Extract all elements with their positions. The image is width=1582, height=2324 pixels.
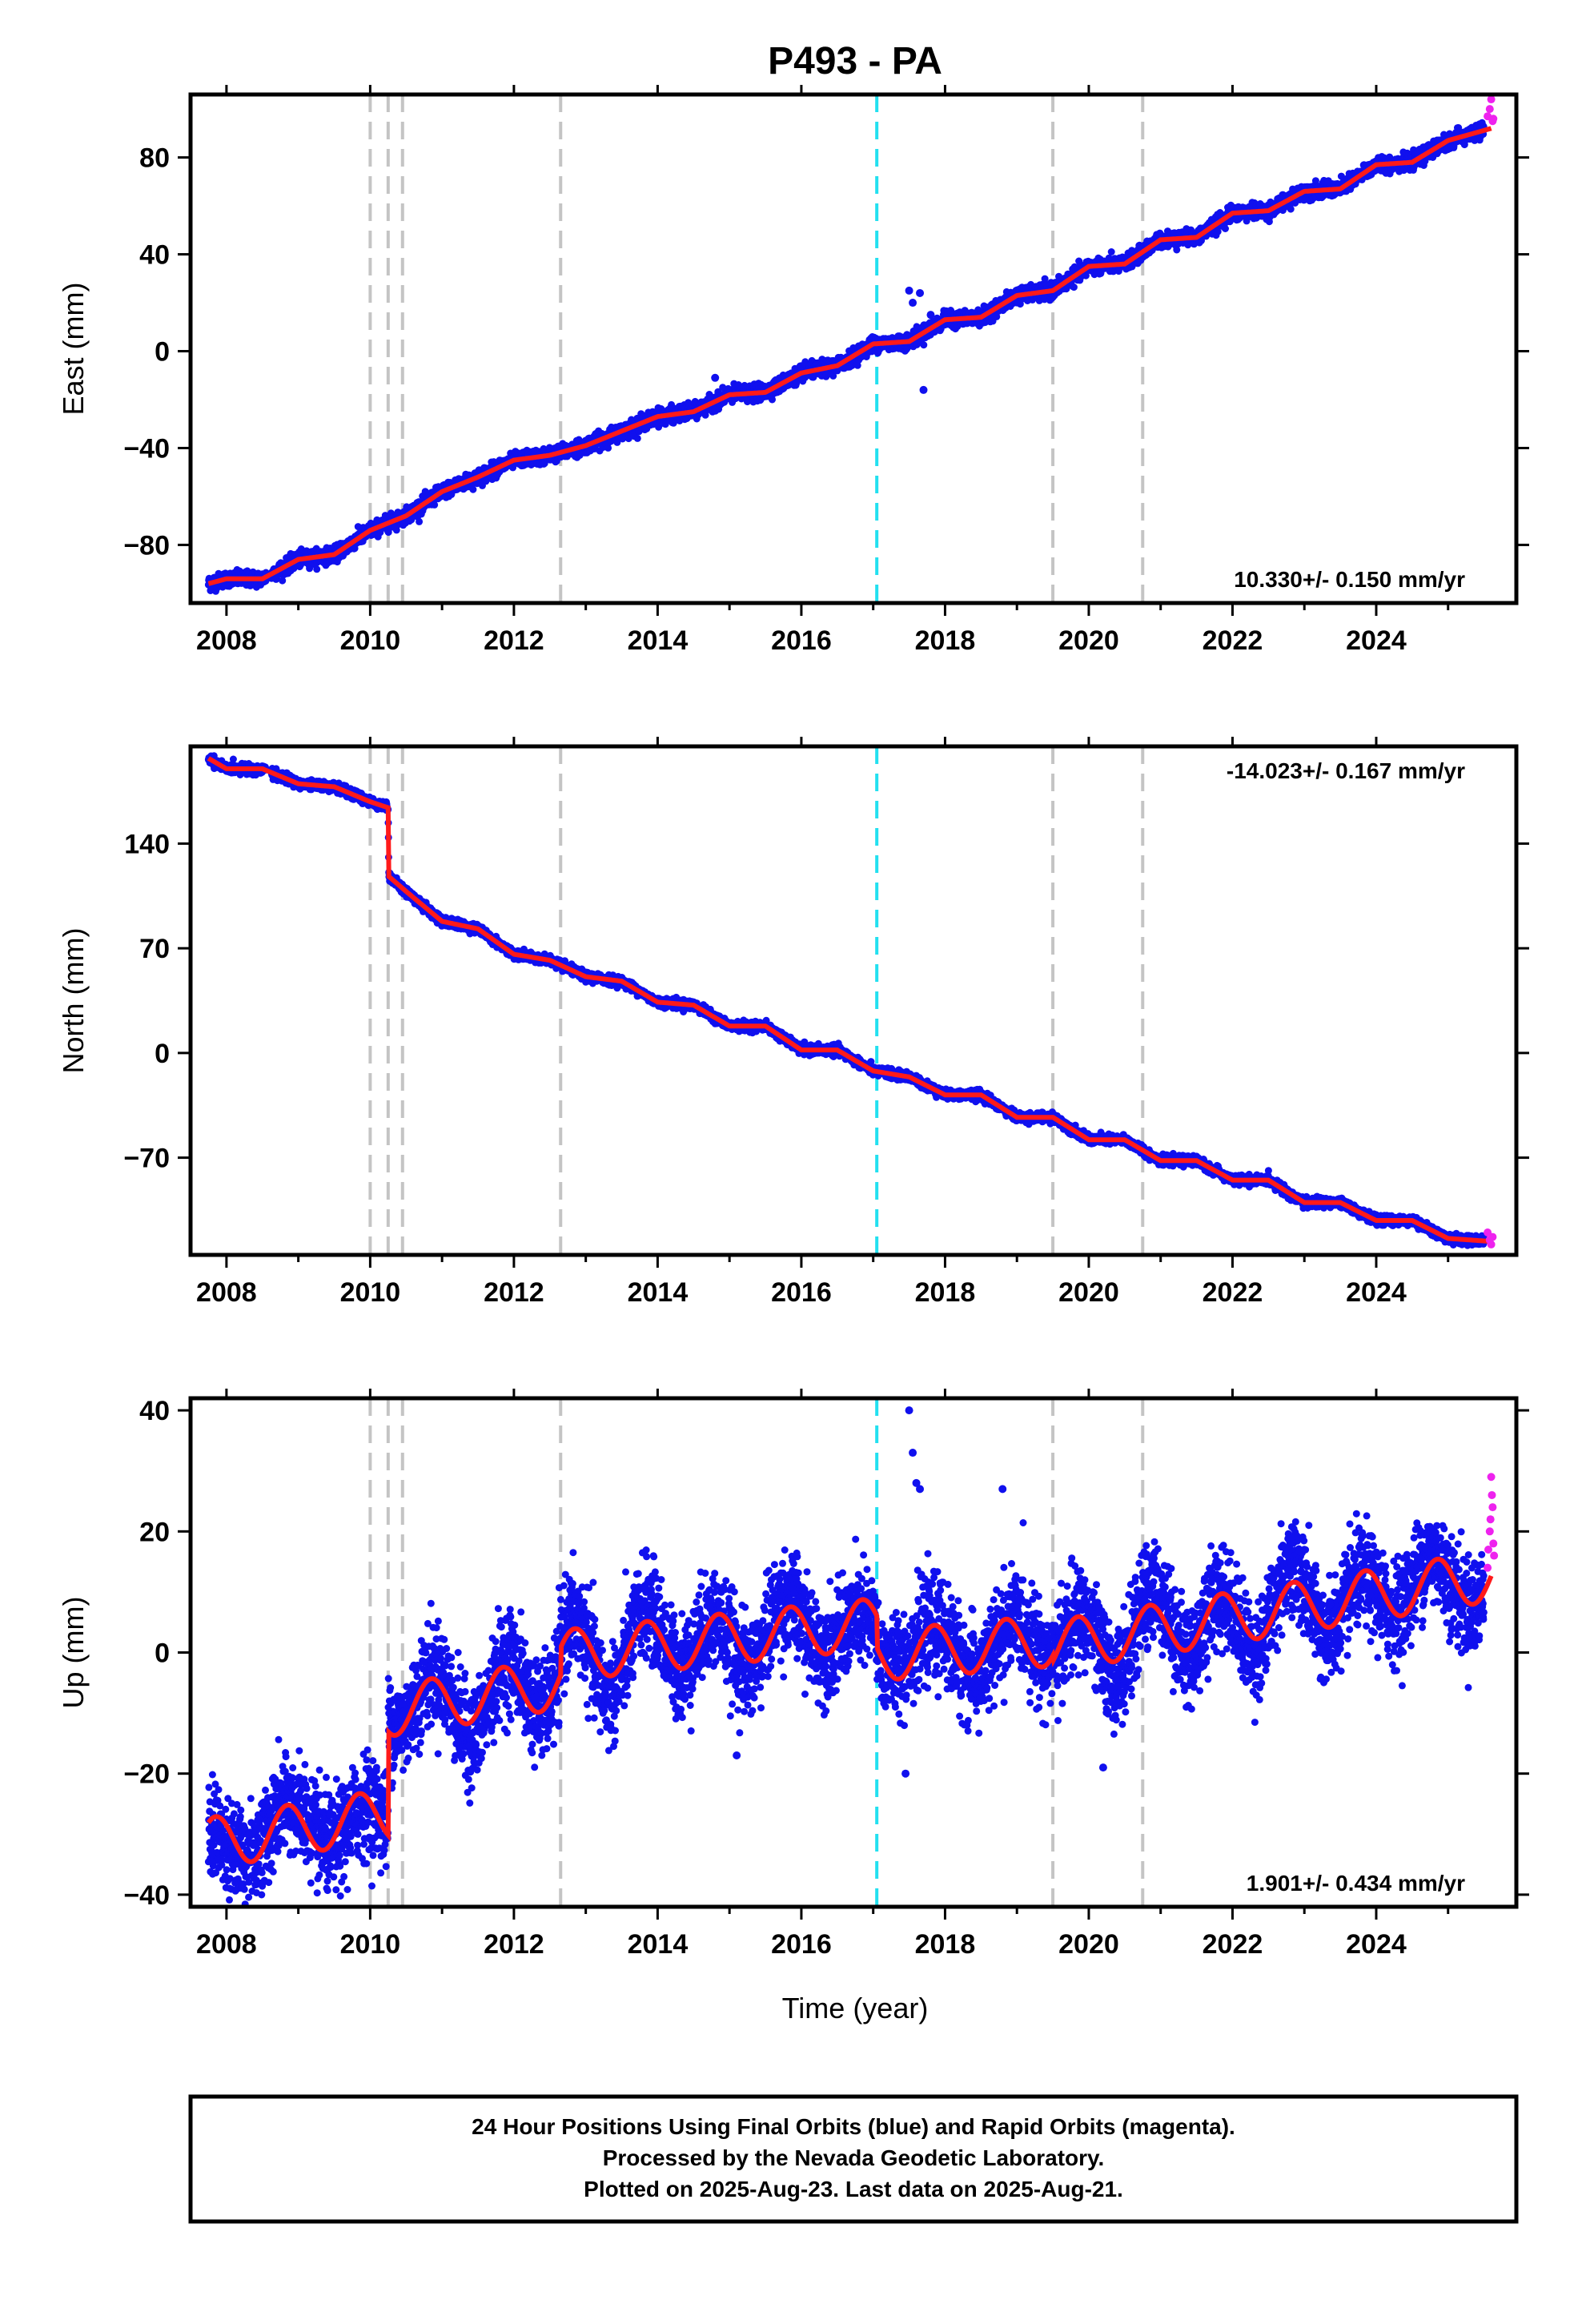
final-point: [313, 565, 321, 573]
east-panel: 2008 2010 2012 2014 2016 2018 2020 2022 2024−80−…: [57, 85, 1529, 656]
final-point: [1070, 283, 1078, 292]
final-point: [1107, 248, 1115, 255]
chart-title: P493 - PA: [768, 40, 942, 82]
final-point: [416, 517, 424, 525]
final-point: [633, 434, 641, 442]
final-point: [920, 341, 928, 349]
final-point: [793, 380, 801, 388]
final-point: [769, 396, 776, 404]
final-point: [279, 577, 287, 585]
